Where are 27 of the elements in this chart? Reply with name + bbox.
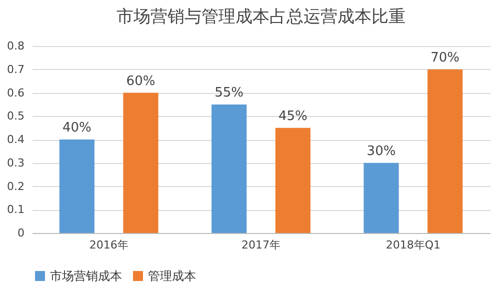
y-tick-label: 0.2 [7,180,24,193]
y-tick-label: 0.6 [7,86,24,100]
chart-title: 市场营销与管理成本占总运营成本比重 [116,7,406,27]
data-label: 55% [214,85,244,100]
bar [428,69,463,233]
data-label: 45% [278,108,308,124]
data-label: 40% [62,120,92,136]
bar [59,140,94,233]
x-tick-label: 2017年 [242,238,280,252]
y-tick-label: 0.7 [7,62,24,76]
x-tick-label: 2016年 [89,238,128,252]
data-label: 30% [366,144,396,159]
bar [364,162,399,233]
y-tick-label: 0 [18,226,24,240]
bar [123,92,158,233]
y-tick-label: 0.1 [7,203,24,216]
y-tick-label: 0.3 [7,156,24,170]
x-tick-label: 2018年Q1 [386,238,440,252]
bar [212,104,247,233]
y-tick-label: 0.8 [7,40,24,52]
legend-label: 管理成本 [148,269,196,283]
bar [275,128,310,233]
y-tick-label: 0.4 [7,133,24,146]
y-tick-label: 0.5 [7,110,24,123]
legend-label: 市场营销成本 [50,269,122,283]
data-label: 60% [126,74,156,89]
data-label: 70% [430,50,460,66]
